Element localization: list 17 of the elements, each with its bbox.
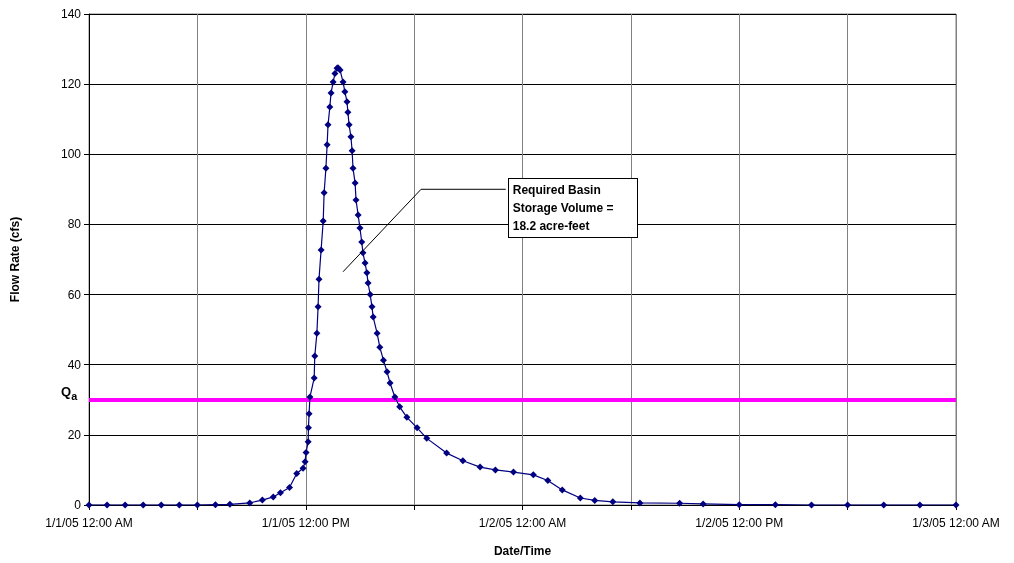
y-tick-label: 100: [60, 147, 82, 162]
ref-line-label: Q$_{a}$: [61, 383, 78, 402]
x-tick-label: 1/3/05 12:00 AM: [912, 516, 1000, 530]
x-tick-label: 1/1/05 12:00 PM: [261, 516, 350, 530]
y-tick-label: 80: [67, 217, 82, 232]
y-tick-label: 140: [60, 7, 82, 21]
x-axis-title: Date/Time: [493, 544, 552, 558]
y-tick-label: 120: [60, 77, 82, 92]
x-tick-label: 1/2/05 12:00 PM: [695, 516, 784, 530]
y-tick-label: 20: [67, 427, 82, 442]
x-tick-label: 1/2/05 12:00 AM: [478, 516, 567, 530]
y-axis-title: Flow Rate (cfs): [8, 216, 22, 303]
annotation: Required Basin Storage Volume = 18.2 acre-feet: [507, 178, 638, 239]
y-tick-label: 40: [67, 357, 82, 372]
x-tick-label: 1/1/05 12:00 AM: [45, 516, 133, 530]
y-tick-label: 0: [74, 498, 82, 512]
y-tick-label: 60: [67, 287, 82, 302]
